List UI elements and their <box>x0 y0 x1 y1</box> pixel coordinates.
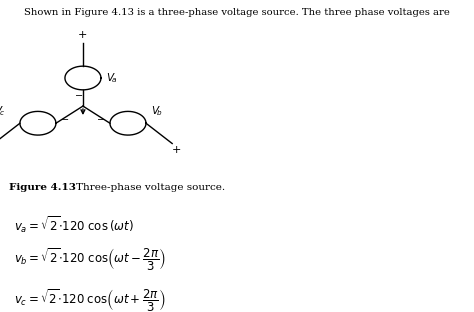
Text: −: − <box>97 116 105 124</box>
Text: −: − <box>75 92 83 101</box>
Text: Shown in Figure 4.13 is a three-phase voltage source. The three phase voltages a: Shown in Figure 4.13 is a three-phase vo… <box>24 8 450 17</box>
Text: −: − <box>61 116 69 124</box>
Text: $V_{\!b}$: $V_{\!b}$ <box>151 104 163 118</box>
Text: $v_a = \sqrt{2}{\cdot}120\;\cos\left(\omega t\right)$: $v_a = \sqrt{2}{\cdot}120\;\cos\left(\om… <box>14 214 134 235</box>
Text: Three-phase voltage source.: Three-phase voltage source. <box>76 183 225 192</box>
Text: +: + <box>172 145 182 155</box>
Text: +: + <box>78 30 88 40</box>
Text: Figure 4.13: Figure 4.13 <box>9 183 76 192</box>
Text: $v_b = \sqrt{2}{\cdot}120\;\cos\!\left(\omega t - \dfrac{2\pi}{3}\right)$: $v_b = \sqrt{2}{\cdot}120\;\cos\!\left(\… <box>14 246 166 272</box>
Text: $v_c = \sqrt{2}{\cdot}120\;\cos\!\left(\omega t + \dfrac{2\pi}{3}\right)$: $v_c = \sqrt{2}{\cdot}120\;\cos\!\left(\… <box>14 287 165 312</box>
Text: $V_{\!a}$: $V_{\!a}$ <box>106 71 118 85</box>
Text: $V_{\!c}$: $V_{\!c}$ <box>0 104 6 118</box>
